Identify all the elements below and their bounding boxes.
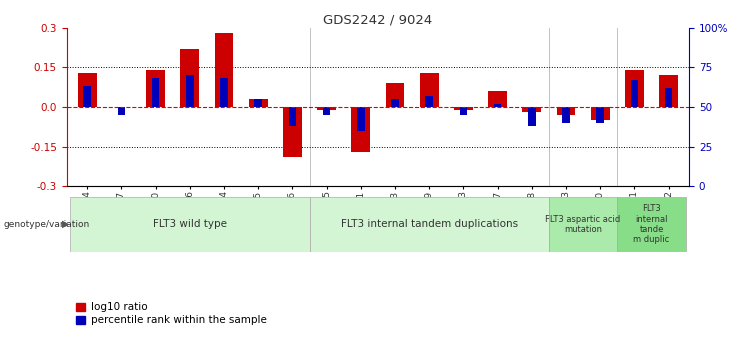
Bar [310,197,549,252]
Bar [84,86,91,107]
Bar [420,72,439,107]
Bar [425,96,433,107]
Bar [146,70,165,107]
Bar [118,107,125,115]
Bar [522,107,541,112]
Bar [215,33,233,107]
Text: FLT3 aspartic acid
mutation: FLT3 aspartic acid mutation [545,215,621,234]
Bar [70,197,310,252]
Text: FLT3 wild type: FLT3 wild type [153,219,227,229]
Bar [556,107,576,115]
Bar [665,88,672,107]
Bar [317,107,336,110]
Bar [528,107,536,126]
Bar [283,107,302,157]
Bar [459,107,467,115]
Bar [78,72,96,107]
Text: genotype/variation: genotype/variation [4,220,90,229]
Bar [385,83,405,107]
Text: ▶: ▶ [62,219,69,229]
Bar [591,107,610,120]
Legend: log10 ratio, percentile rank within the sample: log10 ratio, percentile rank within the … [72,298,270,329]
Bar [220,78,227,107]
Bar [152,78,159,107]
Text: FLT3 internal tandem duplications: FLT3 internal tandem duplications [341,219,518,229]
Bar [357,107,365,131]
Bar [494,104,502,107]
Bar [454,107,473,110]
Bar [186,75,193,107]
Bar [625,70,644,107]
Bar [391,99,399,107]
Bar [549,197,617,252]
Bar [180,49,199,107]
Bar [597,107,604,123]
Bar [254,99,262,107]
Text: FLT3
internal
tande
m duplic: FLT3 internal tande m duplic [634,204,670,244]
Bar [289,107,296,126]
Bar [488,91,507,107]
Bar [631,80,638,107]
Bar [249,99,268,107]
Bar [617,197,685,252]
Bar [659,75,678,107]
Bar [351,107,370,152]
Bar [323,107,330,115]
Bar [562,107,570,123]
Title: GDS2242 / 9024: GDS2242 / 9024 [323,13,433,27]
